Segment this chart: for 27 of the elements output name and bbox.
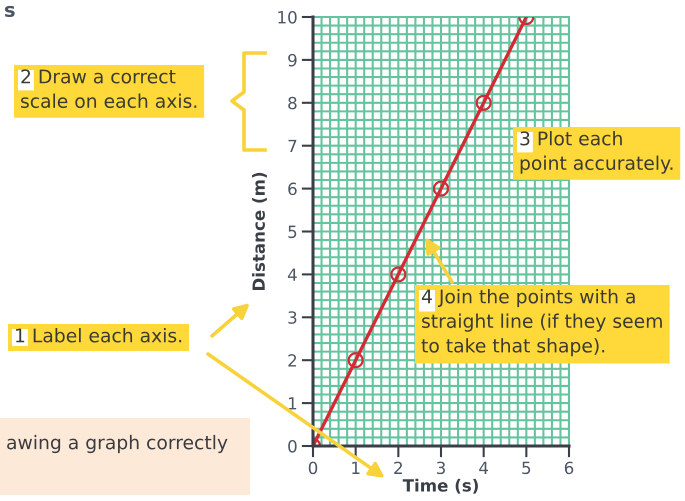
y-tick-label: 3 [288,311,296,324]
annotation: 3 Plot each point accurately. [520,131,672,174]
x-tick-label: 4 [479,462,488,474]
x-axis-title: Time (s) [402,478,478,494]
text: 1 Label each axis. [16,328,182,343]
text: 2 Draw a correct scale on each axis. [21,69,196,108]
y-tick-label: 4 [288,268,297,281]
y-tick-label: 10 [278,10,297,24]
text: s [5,6,15,18]
text: awing a graph correctly [7,434,228,454]
y-tick-label: 5 [288,226,296,238]
point [432,180,450,197]
y-tick-label: 7 [288,140,296,152]
y-tick-label: 0 [288,440,297,453]
y-tick-label: 1 [288,397,296,410]
y-tick-label: 2 [288,354,296,367]
x-tick-label: 0 [308,462,318,474]
x-tick-label: 5 [522,462,530,474]
y-tick-label: 6 [288,182,297,196]
x-tick-label: 6 [564,462,574,474]
x-tick-label: 2 [394,462,402,474]
x-tick-label: 1 [352,462,360,474]
y-tick-label: 8 [288,96,297,110]
y-axis-title: Distance (m) [252,172,267,290]
x-tick-label: 3 [436,462,445,474]
annotation: 4 Join the points with a straight line (if they seem to take that shape). [422,289,662,356]
y-tick-label: 9 [288,54,297,66]
